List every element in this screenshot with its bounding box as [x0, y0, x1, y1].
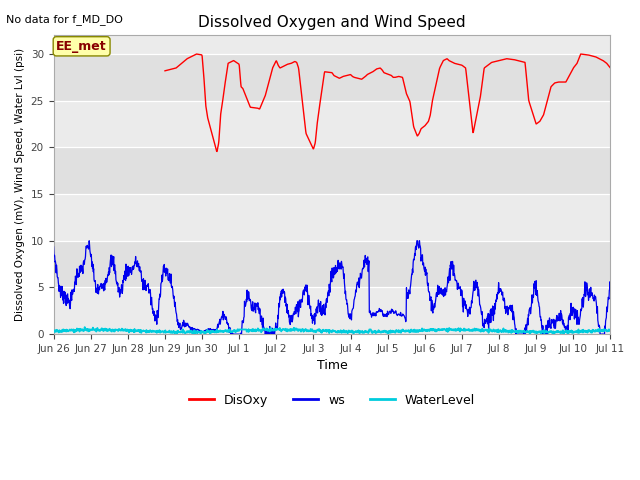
Text: No data for f_MD_DO: No data for f_MD_DO — [6, 14, 124, 25]
Legend: DisOxy, ws, WaterLevel: DisOxy, ws, WaterLevel — [184, 389, 480, 411]
Bar — [54, 194, 611, 241]
Bar — [54, 101, 611, 147]
Bar — [54, 288, 611, 334]
Y-axis label: Dissolved Oxygen (mV), Wind Speed, Water Lvl (psi): Dissolved Oxygen (mV), Wind Speed, Water… — [15, 48, 25, 321]
Title: Dissolved Oxygen and Wind Speed: Dissolved Oxygen and Wind Speed — [198, 15, 466, 30]
Bar — [54, 7, 611, 54]
X-axis label: Time: Time — [317, 360, 348, 372]
Text: EE_met: EE_met — [56, 40, 107, 53]
